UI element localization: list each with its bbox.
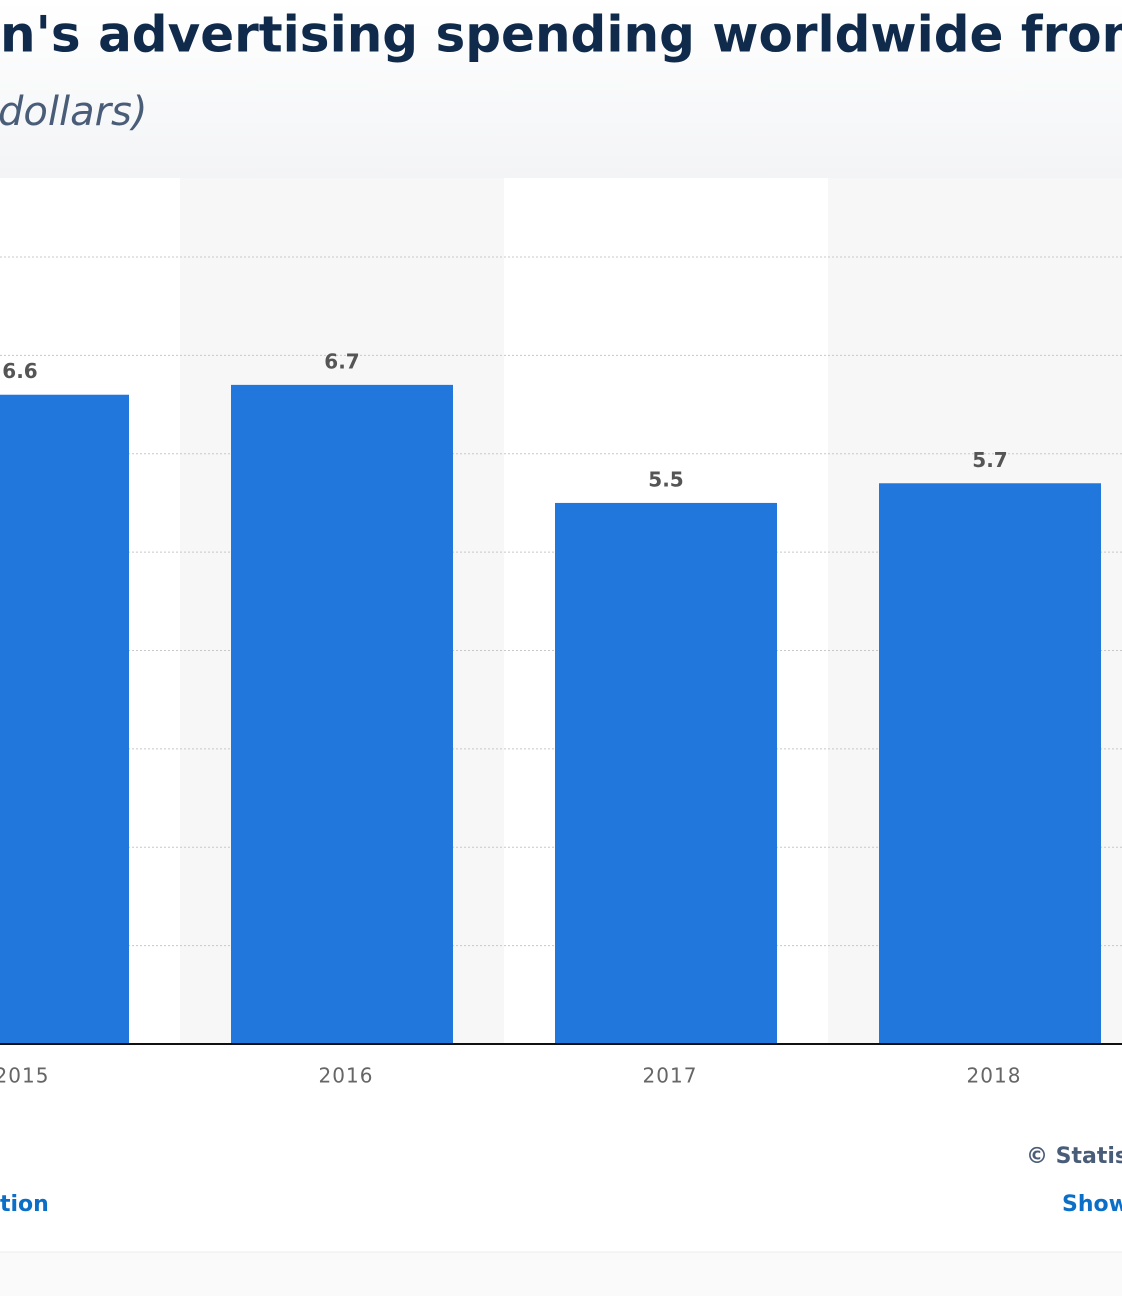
x-tick-label: 2015 [0,1064,49,1088]
link-left[interactable]: tion [0,1192,49,1217]
plot-area: 6.6 2015 6.7 2016 5.5 2017 5.7 2018 [0,178,1122,1088]
chart-subtitle: dollars) [0,89,148,135]
x-tick-label: 2018 [967,1064,1022,1088]
copyright: © Statis [1026,1144,1122,1169]
value-label: 5.5 [648,467,683,491]
bar [879,483,1101,1044]
value-label: 6.7 [324,349,359,373]
chart-title: n's advertising spending worldwide from … [0,6,1122,64]
header-bg [0,0,1122,178]
x-tick-label: 2017 [643,1064,698,1088]
bar [231,384,453,1044]
x-tick-label: 2016 [319,1064,374,1088]
footer-bg [0,1252,1122,1296]
bar [555,502,777,1044]
value-label: 6.6 [2,359,37,383]
bar [0,394,129,1045]
value-label: 5.7 [972,448,1007,472]
link-right[interactable]: Show [1062,1192,1122,1217]
